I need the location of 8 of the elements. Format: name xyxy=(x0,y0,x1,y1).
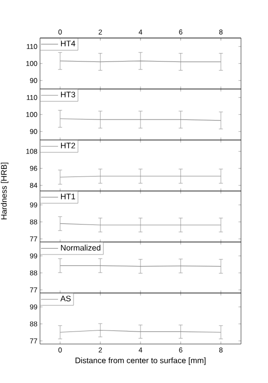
text: HT3 xyxy=(61,92,76,98)
text: AS xyxy=(60,296,71,302)
x-axis-title: Distance from center to surface [mm] xyxy=(76,357,206,365)
y-axis-title: Hardness [HRB] xyxy=(0,162,8,220)
text: HT2 xyxy=(61,142,76,148)
series-label: Normalized xyxy=(61,244,100,251)
legend-label: HT4 xyxy=(61,40,76,46)
text: HT1 xyxy=(61,194,76,200)
